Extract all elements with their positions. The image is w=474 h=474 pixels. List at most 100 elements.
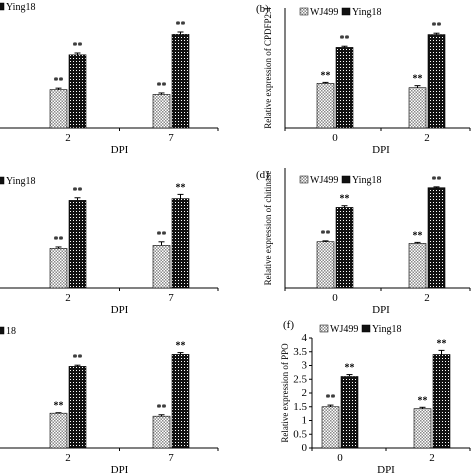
chart-panel-1: ** ** ** ** 2 7 DPI Ying18: [0, 2, 219, 156]
legend-swatch-series-2: [361, 324, 371, 333]
bar-series-1-cat-2: [408, 87, 427, 129]
legend-swatch-series-1: [319, 324, 329, 333]
significance-label: **: [73, 353, 83, 364]
bar-series-1-cat-2: [408, 243, 427, 289]
significance-label: **: [413, 230, 423, 241]
bar-series-2-cat-1: [335, 207, 354, 289]
legend-swatch-series-2: [0, 2, 5, 11]
x-axis-label: DPI: [111, 304, 129, 316]
y-tick-label: 2.5: [293, 373, 307, 385]
x-tick-label: 0: [332, 292, 338, 304]
y-tick-label: 1: [302, 415, 308, 427]
x-tick-label: 7: [168, 292, 174, 304]
y-tick-label: 4: [302, 332, 308, 344]
bar-series-2-cat-1: [335, 47, 354, 129]
x-tick-label: 2: [424, 132, 430, 144]
chart-panel-5: ** ** ** ** 2 7 DPI 18: [0, 326, 219, 474]
x-tick-label: 2: [424, 292, 430, 304]
legend-label-series-2: Ying18: [372, 324, 401, 335]
bar-series-2-cat-2: [171, 198, 190, 289]
y-tick-label: 1.5: [293, 401, 307, 413]
legend: Ying18: [0, 176, 35, 187]
legend: WJ499 Ying18: [319, 324, 401, 335]
x-axis-label: DPI: [111, 464, 129, 474]
legend-swatch-series-2: [0, 326, 5, 335]
legend-label-series-2: Ying18: [6, 2, 35, 13]
panel-label: (d): [256, 169, 269, 181]
x-tick-label: 0: [332, 132, 338, 144]
significance-label: **: [345, 363, 355, 374]
legend-label-series-2: Ying18: [6, 176, 35, 187]
legend-label-series-1: WJ499: [310, 7, 338, 18]
legend-label-series-2: Ying18: [352, 175, 381, 186]
significance-label: **: [157, 403, 167, 414]
significance-label: **: [54, 76, 64, 87]
x-axis-label: DPI: [377, 464, 395, 474]
bar-series-2-cat-1: [68, 54, 87, 129]
significance-label: **: [157, 230, 167, 241]
bar-series-2-cat-2: [427, 187, 446, 289]
x-tick-label: 7: [168, 132, 174, 144]
x-tick-label: 2: [65, 292, 71, 304]
x-axis-label: DPI: [111, 144, 129, 156]
legend-swatch-series-2: [341, 7, 351, 16]
significance-label: **: [340, 34, 350, 45]
legend-label-series-1: WJ499: [310, 175, 338, 186]
bar-series-1-cat-2: [152, 94, 171, 129]
legend-label-series-2: 18: [6, 326, 16, 337]
significance-label: **: [340, 194, 350, 205]
chart-panel-4: ** ** ** ** 0 2 DPI Relative expression of chit…: [256, 168, 471, 316]
legend-swatch-series-1: [299, 175, 309, 184]
y-tick-label: 3.5: [293, 346, 307, 358]
legend: WJ499 Ying18: [299, 7, 381, 18]
legend-swatch-series-1: [299, 7, 309, 16]
legend-label-series-1: WJ499: [330, 324, 358, 335]
significance-label: **: [321, 229, 331, 240]
bar-series-2-cat-2: [427, 34, 446, 129]
y-tick-label: 3: [302, 360, 308, 372]
legend-label-series-2: Ying18: [352, 7, 381, 18]
significance-label: **: [321, 70, 331, 81]
significance-label: **: [73, 186, 83, 197]
bar-series-2-cat-2: [171, 354, 190, 449]
panel-label: (b): [256, 3, 269, 15]
x-axis-label: DPI: [372, 144, 390, 156]
y-axis-label: Relative expression of CPDFP2.4: [263, 7, 273, 129]
legend: 18: [0, 326, 16, 337]
y-tick-label: 2: [302, 387, 308, 399]
y-axis-label: Relative expression of chitinase: [263, 171, 273, 286]
x-tick-label: 2: [65, 132, 71, 144]
bar-series-2-cat-2: [171, 34, 190, 129]
significance-label: **: [326, 393, 336, 404]
significance-label: **: [176, 182, 186, 193]
significance-label: **: [418, 395, 428, 406]
significance-label: **: [157, 81, 167, 92]
x-tick-label: 7: [168, 452, 174, 464]
x-tick-label: 2: [429, 452, 435, 464]
significance-label: **: [437, 338, 447, 349]
bar-series-2-cat-1: [68, 366, 87, 449]
chart-panel-6: 0 0.51 1.5 2 2.53 3.5 4 ** ** ** ** 0 2 DPI Relative e…: [280, 319, 471, 474]
bar-series-1-cat-2: [152, 415, 171, 449]
bar-series-1-cat-1: [316, 241, 335, 289]
x-tick-label: 2: [65, 452, 71, 464]
panel-label: (f): [283, 319, 294, 331]
bar-series-1-cat-1: [321, 406, 340, 449]
significance-label: **: [54, 235, 64, 246]
y-tick-label: 0: [302, 442, 308, 454]
x-axis-label: DPI: [372, 304, 390, 316]
bar-series-1-cat-1: [316, 83, 335, 129]
bar-series-2-cat-1: [340, 376, 359, 449]
bar-series-2-cat-2: [432, 354, 451, 449]
significance-label: **: [54, 401, 64, 412]
x-tick-label: 0: [337, 452, 343, 464]
bar-series-1-cat-2: [152, 245, 171, 289]
chart-panel-3: ** ** ** ** 2 7 DPI Ying18: [0, 176, 219, 316]
bar-series-2-cat-1: [68, 200, 87, 289]
legend-swatch-series-2: [341, 175, 351, 184]
significance-label: **: [413, 74, 423, 85]
significance-label: **: [432, 175, 442, 186]
legend-swatch-series-2: [0, 176, 5, 185]
legend: Ying18: [0, 2, 35, 13]
